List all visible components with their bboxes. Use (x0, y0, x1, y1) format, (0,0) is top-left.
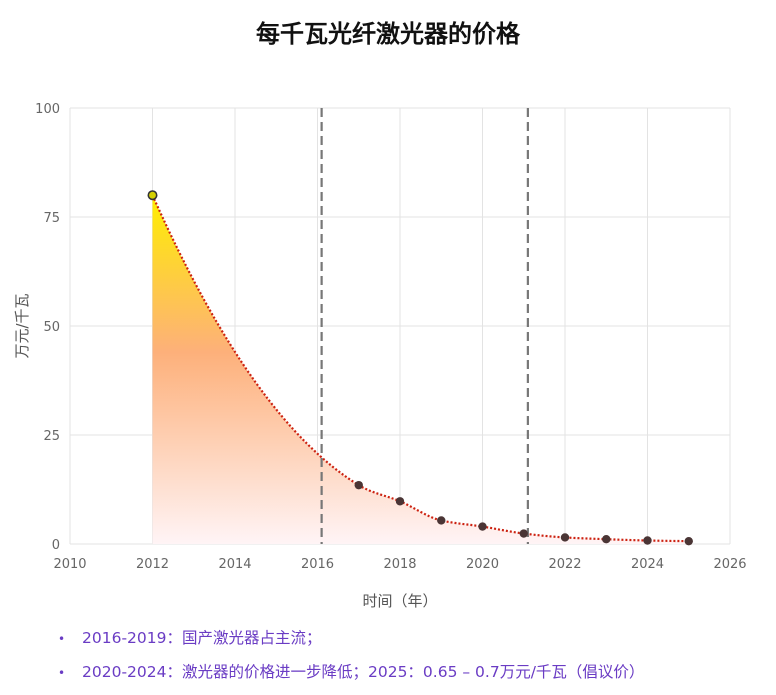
y-tick-label: 0 (52, 538, 60, 553)
chart-title: 每千瓦光纤激光器的价格 (256, 20, 520, 48)
y-tick-label: 100 (35, 102, 60, 117)
bullet-icon: • (58, 666, 66, 680)
data-point (437, 516, 446, 525)
data-point (395, 497, 405, 506)
data-point (602, 535, 611, 544)
price-chart: 2010 2012 2014 2016 2018 2020 2022 2024 2026 0 25… (13, 102, 747, 610)
x-tick-label: 2018 (383, 557, 416, 572)
note-item: • 2020-2024：激光器的价格进一步降低；2025：0.65 – 0.7万元… (58, 656, 644, 690)
data-point (354, 480, 363, 490)
x-tick-label: 2012 (136, 557, 169, 572)
note-text: 2016-2019：国产激光器占主流； (82, 629, 322, 647)
x-tick-label: 2024 (631, 557, 664, 572)
x-tick-label: 2014 (218, 557, 251, 572)
x-tick-label: 2026 (713, 557, 746, 572)
price-area-fill (152, 195, 689, 544)
y-axis-label: 万元/千瓦 (13, 293, 31, 358)
data-point (643, 536, 652, 545)
note-text: 2020-2024：激光器的价格进一步降低；2025：0.65 – 0.7万元/… (82, 663, 645, 681)
note-item: • 2016-2019：国产激光器占主流； (58, 622, 644, 656)
x-tick-label: 2010 (53, 557, 86, 572)
data-point (560, 533, 570, 542)
y-tick-label: 50 (43, 320, 60, 335)
notes-list: • 2016-2019：国产激光器占主流； • 2020-2024：激光器的价格进一… (58, 622, 644, 690)
data-point (519, 529, 528, 538)
data-point (147, 190, 158, 201)
data-point (478, 522, 487, 531)
x-axis-label: 时间（年） (362, 592, 437, 610)
y-tick-label: 75 (43, 211, 60, 226)
y-tick-label: 25 (43, 429, 60, 444)
x-tick-label: 2022 (548, 557, 581, 572)
x-tick-label: 2020 (466, 557, 499, 572)
bullet-icon: • (58, 632, 66, 646)
x-tick-label: 2016 (301, 557, 334, 572)
data-point (684, 536, 693, 546)
